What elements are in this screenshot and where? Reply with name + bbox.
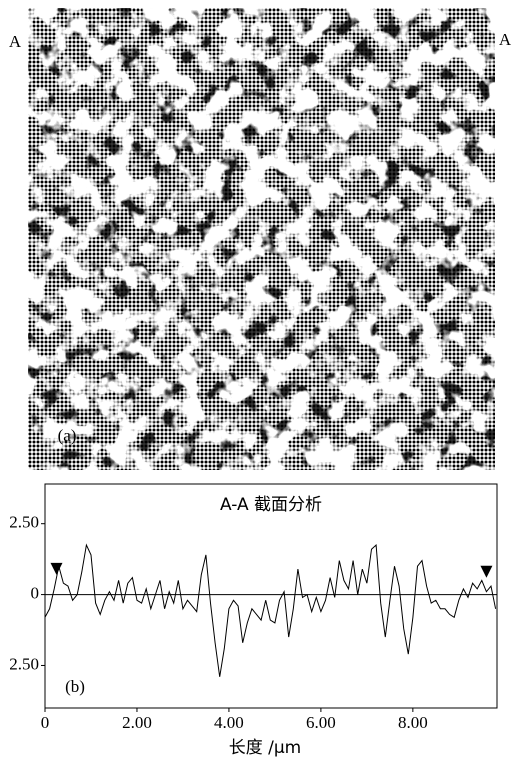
afm-image [28, 8, 495, 470]
x-tick-label: 6.00 [306, 713, 336, 732]
plot-frame [44, 483, 498, 709]
cursor-marker [480, 565, 493, 578]
x-tick-label: 4.00 [214, 713, 244, 732]
chart-title: A-A 截面分析 [220, 495, 322, 515]
x-axis-label: 长度 /μm [229, 738, 302, 758]
panel-label: (b) [65, 677, 85, 696]
y-tick-label: 2.50 [9, 654, 39, 673]
section-label-left: A [9, 32, 22, 51]
light-regions [28, 8, 495, 470]
x-tick-label: 0 [41, 713, 50, 732]
x-tick-label: 2.00 [122, 713, 152, 732]
profile-line [44, 543, 497, 677]
x-tick-label: 8.00 [398, 713, 428, 732]
cursor-marker [50, 562, 63, 575]
section-label-right: A [499, 30, 512, 49]
panel-label: (a) [58, 426, 77, 445]
y-tick-label: 0 [31, 583, 40, 602]
y-tick-label: 2.50 [9, 513, 39, 532]
